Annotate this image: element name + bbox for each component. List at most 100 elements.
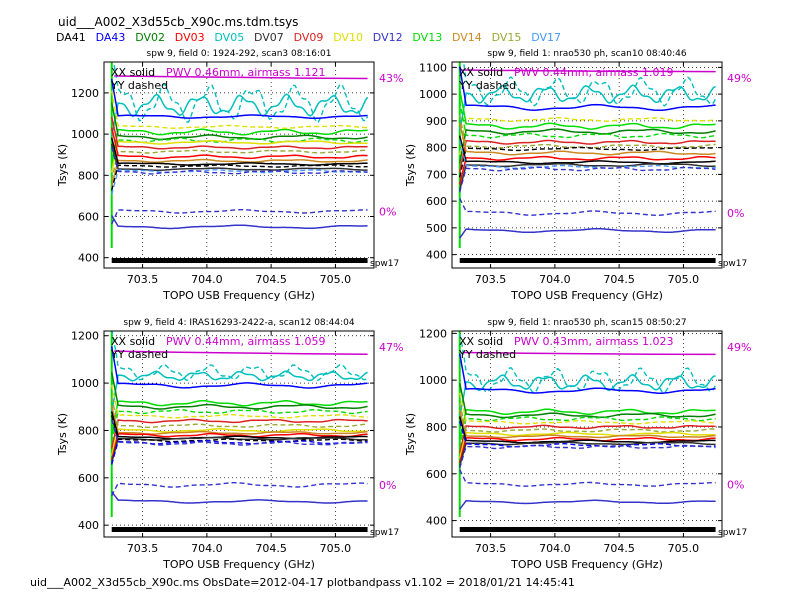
series-line-10	[459, 146, 716, 178]
series-line-4	[110, 399, 368, 436]
y-tick-label: 1000	[419, 88, 447, 101]
series-line-15	[459, 140, 716, 170]
y-tick-label: 1000	[71, 128, 99, 141]
y-tick-label: 400	[426, 249, 447, 262]
series-line-9	[459, 403, 716, 433]
chart-panel-1: spw 9, field 0: 1924-292, scan3 08:16:01…	[56, 49, 403, 302]
series-line-17	[111, 419, 368, 446]
atm-percent-top: 43%	[379, 72, 403, 85]
series-line-16	[459, 166, 716, 193]
atm-percent-top: 47%	[379, 341, 403, 354]
axes-frame	[451, 61, 723, 269]
axes-frame	[451, 330, 723, 538]
legend-yy-dashed: YY dashed	[110, 79, 168, 92]
figure-title: uid___A002_X3d55cb_X90c.ms.tdm.tsys	[58, 15, 298, 29]
atm-percent-bottom: 0%	[379, 205, 396, 218]
x-tick-label: 703.5	[127, 542, 159, 555]
y-tick-label: 400	[426, 515, 447, 528]
antenna-label-da43: DA43	[96, 31, 126, 44]
panel-title: spw 9, field 0: 1924-292, scan3 08:16:01	[147, 49, 332, 59]
axes-frame	[103, 61, 375, 269]
y-tick-label: 1000	[71, 377, 99, 390]
chart-panel-3: spw 9, field 4: IRAS16293-2422-a, scan12…	[56, 318, 403, 571]
x-tick-label: 703.5	[475, 273, 507, 286]
y-tick-label: 1100	[419, 61, 447, 74]
chart-panel-4: spw 9, field 1: nrao530 ph, scan15 08:50…	[404, 318, 751, 571]
x-tick-label: 704.0	[191, 542, 223, 555]
y-tick-label: 800	[426, 421, 447, 434]
y-tick-label: 600	[426, 468, 447, 481]
antenna-label-dv12: DV12	[373, 31, 403, 44]
x-tick-label: 704.5	[255, 542, 287, 555]
series-line-13	[110, 137, 368, 166]
y-tick-label: 1200	[71, 87, 99, 100]
spw-bar	[111, 258, 368, 263]
series-line-6	[459, 416, 716, 448]
plot-area	[110, 62, 369, 248]
series-line-11	[458, 122, 716, 156]
antenna-label-dv10: DV10	[333, 31, 363, 44]
y-axis-label: Tsys (K)	[56, 144, 69, 187]
pwv-airmass-label: PWV 0.43mm, airmass 1.023	[514, 335, 673, 348]
series-line-1	[112, 62, 369, 123]
spw-bar	[459, 527, 716, 532]
y-tick-label: 800	[78, 169, 99, 182]
legend-xx-solid: XX solid	[459, 335, 503, 348]
spw-label: spw17	[718, 259, 747, 269]
series-line-6	[458, 128, 716, 164]
y-tick-label: 600	[78, 211, 99, 224]
y-tick-label: 1000	[419, 374, 447, 387]
series-line-18	[111, 482, 368, 497]
series-line-3	[458, 66, 716, 112]
series-line-13	[110, 411, 368, 440]
x-axis-label: TOPO USB Frequency (GHz)	[162, 289, 315, 302]
series-line-15	[110, 143, 368, 171]
series-line-5	[110, 372, 368, 410]
series-line-13	[458, 135, 716, 165]
y-tick-label: 800	[78, 424, 99, 437]
plot-area	[110, 331, 369, 517]
series-line-13	[458, 416, 716, 444]
panel-title: spw 9, field 4: IRAS16293-2422-a, scan12…	[123, 318, 355, 328]
series-line-8	[110, 418, 368, 449]
series-line-18	[459, 228, 716, 239]
series-line-2	[458, 373, 716, 417]
series-line-16	[111, 169, 368, 195]
x-tick-label: 704.0	[539, 273, 571, 286]
series-line-15	[459, 421, 716, 448]
antenna-label-dv15: DV15	[492, 31, 522, 44]
antenna-label-dv13: DV13	[412, 31, 442, 44]
antenna-label-dv03: DV03	[175, 31, 205, 44]
y-axis-label: Tsys (K)	[56, 413, 69, 456]
y-tick-label: 600	[426, 195, 447, 208]
series-line-1	[459, 333, 717, 394]
series-line-15	[111, 415, 368, 443]
series-line-6	[111, 137, 368, 172]
x-tick-label: 703.5	[127, 273, 159, 286]
legend-xx-solid: XX solid	[459, 66, 503, 79]
pwv-airmass-label: PWV 0.44mm, airmass 1.059	[166, 335, 325, 348]
atm-percent-top: 49%	[727, 341, 751, 354]
chart-panel-2: spw 9, field 1: nrao530 ph, scan10 08:40…	[404, 49, 751, 302]
series-line-2	[458, 84, 716, 132]
atm-percent-top: 49%	[727, 72, 751, 85]
series-line-5	[458, 89, 716, 130]
panel-title: spw 9, field 1: nrao530 ph, scan15 08:50…	[487, 318, 686, 328]
x-tick-label: 703.5	[475, 542, 507, 555]
y-axis-label: Tsys (K)	[404, 413, 417, 456]
antenna-label-dv14: DV14	[452, 31, 482, 44]
series-line-11	[458, 410, 716, 439]
antenna-label-dv05: DV05	[214, 31, 244, 44]
series-line-5	[458, 382, 716, 419]
series-line-9	[459, 115, 716, 149]
series-line-11	[110, 405, 368, 435]
atmosphere-transmission-curve	[114, 75, 368, 80]
series-line-12	[458, 155, 716, 185]
x-tick-label: 704.5	[603, 273, 635, 286]
y-axis-label: Tsys (K)	[404, 144, 417, 187]
x-tick-label: 704.5	[603, 542, 635, 555]
legend-xx-solid: XX solid	[111, 66, 155, 79]
series-line-7	[111, 90, 368, 130]
antenna-label-dv09: DV09	[294, 31, 324, 44]
axes-frame	[103, 330, 375, 538]
